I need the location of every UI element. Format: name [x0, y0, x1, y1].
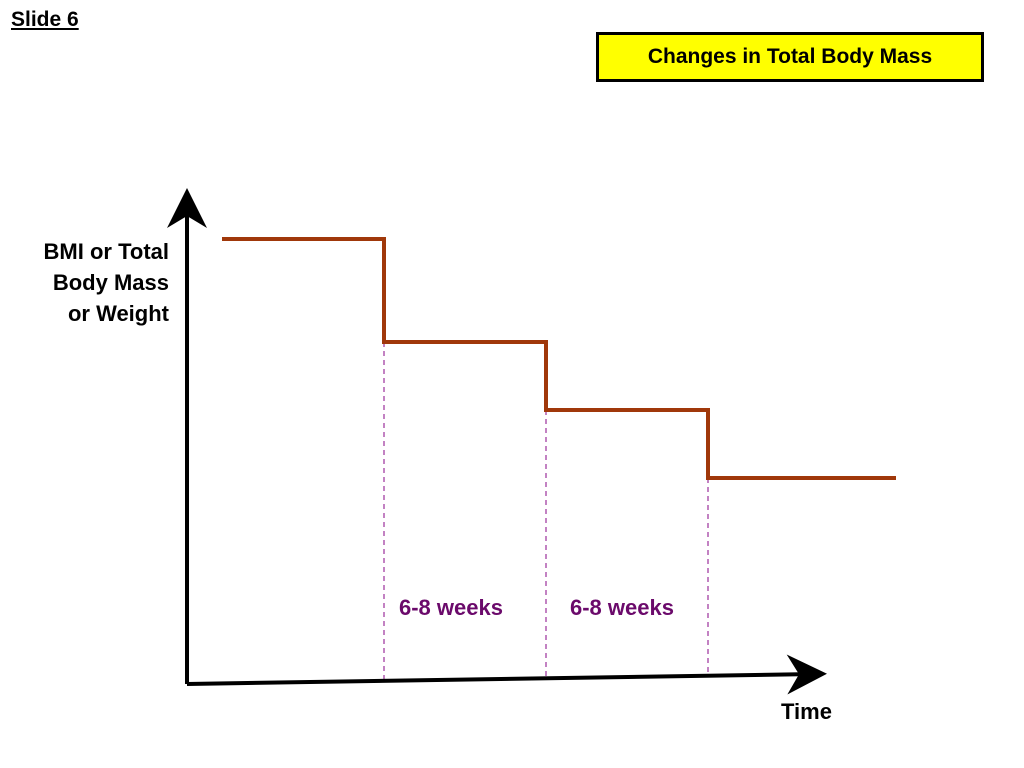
y-axis-label-line-1: BMI or Total [43, 239, 169, 264]
x-axis-label: Time [781, 699, 832, 724]
interval-label-1: 6-8 weeks [399, 595, 503, 620]
slide-title: Changes in Total Body Mass [596, 32, 984, 82]
x-axis [186, 654, 827, 695]
y-axis-label: BMI or Total Body Mass or Weight [44, 236, 169, 329]
interval-label-2: 6-8 weeks [570, 595, 674, 620]
y-axis-label-line-2: Body Mass [52, 270, 169, 295]
slide-title-text: Changes in Total Body Mass [647, 45, 933, 68]
step-line [222, 237, 896, 480]
y-axis-label-line-3: or Weight [67, 301, 169, 326]
slide-number-label: Slide 6 [11, 8, 79, 31]
